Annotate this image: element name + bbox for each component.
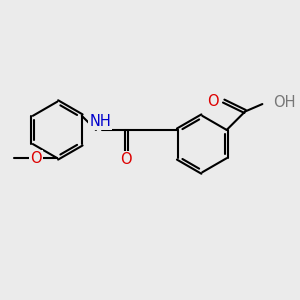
Text: OH: OH: [273, 95, 295, 110]
Text: O: O: [121, 152, 132, 167]
Text: O: O: [30, 151, 42, 166]
Text: NH: NH: [90, 114, 111, 129]
Text: O: O: [208, 94, 219, 109]
